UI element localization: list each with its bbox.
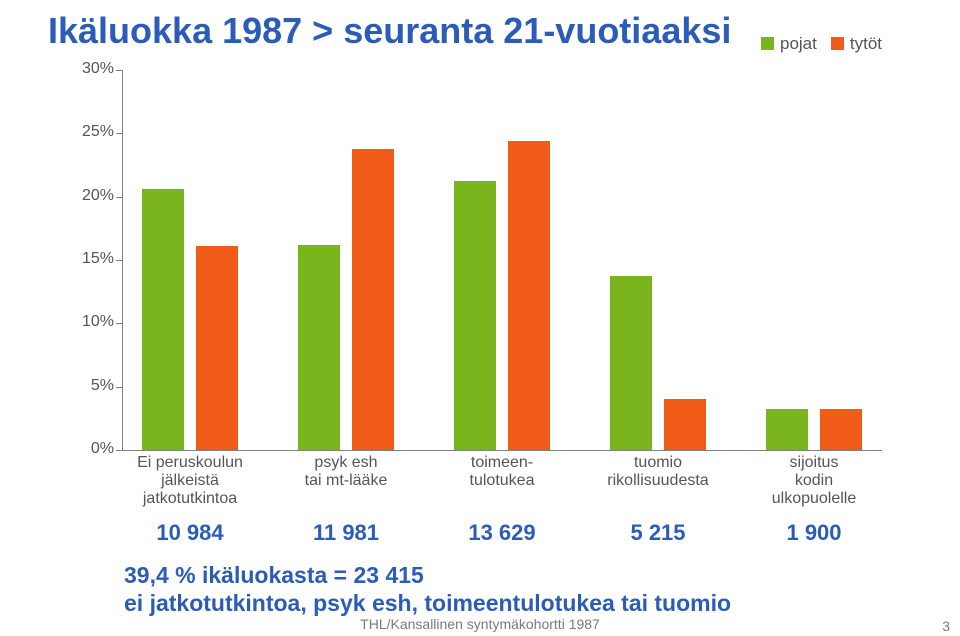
legend-label: tytöt (850, 34, 882, 53)
y-tick-mark (116, 450, 122, 451)
y-tick-label: 30% (68, 60, 114, 78)
category-count: 11 981 (271, 520, 421, 546)
x-axis (122, 450, 882, 451)
page-title: Ikäluokka 1987 > seuranta 21-vuotiaaksi (48, 10, 731, 52)
x-category-label: Ei peruskoulunjälkeistäjatkotutkintoa (115, 454, 265, 508)
x-category-label: sijoituskodinulkopuolelle (739, 454, 889, 508)
chart-legend: pojat tytöt (747, 34, 882, 54)
y-tick-mark (116, 70, 122, 71)
legend-label: pojat (780, 34, 817, 53)
plot-area (122, 70, 882, 450)
y-tick-mark (116, 260, 122, 261)
bar-pojat (766, 409, 808, 450)
summary-line-1: 39,4 % ikäluokasta = 23 415 (124, 562, 424, 589)
x-category-label: tuomiorikollisuudesta (583, 454, 733, 490)
bar-pojat (610, 276, 652, 450)
summary-line-2: ei jatkotutkintoa, psyk esh, toimeentulo… (124, 590, 731, 617)
y-tick-mark (116, 323, 122, 324)
y-tick-label: 10% (68, 313, 114, 331)
bar-tytot (352, 149, 394, 450)
source-text: THL/Kansallinen syntymäkohortti 1987 (0, 616, 960, 632)
y-tick-label: 25% (68, 123, 114, 141)
category-count: 13 629 (427, 520, 577, 546)
y-tick-mark (116, 133, 122, 134)
bar-tytot (508, 141, 550, 450)
category-count: 10 984 (115, 520, 265, 546)
bar-pojat (454, 181, 496, 450)
bar-tytot (664, 399, 706, 450)
y-tick-mark (116, 197, 122, 198)
y-tick-mark (116, 387, 122, 388)
bar-pojat (298, 245, 340, 450)
y-tick-label: 5% (68, 377, 114, 395)
legend-swatch (761, 37, 774, 50)
y-tick-label: 15% (68, 250, 114, 268)
y-tick-label: 0% (68, 440, 114, 458)
x-category-label: toimeen-tulotukea (427, 454, 577, 490)
bar-tytot (196, 246, 238, 450)
category-count: 1 900 (739, 520, 889, 546)
bar-pojat (142, 189, 184, 450)
bar-chart: pojattytöt 0%5%10%15%20%25%30%Ei perusko… (62, 70, 882, 490)
category-count: 5 215 (583, 520, 733, 546)
bar-tytot (820, 409, 862, 450)
legend-swatch (831, 37, 844, 50)
y-tick-label: 20% (68, 187, 114, 205)
y-axis (122, 70, 123, 450)
x-category-label: psyk eshtai mt-lääke (271, 454, 421, 490)
page-number: 3 (942, 618, 950, 634)
